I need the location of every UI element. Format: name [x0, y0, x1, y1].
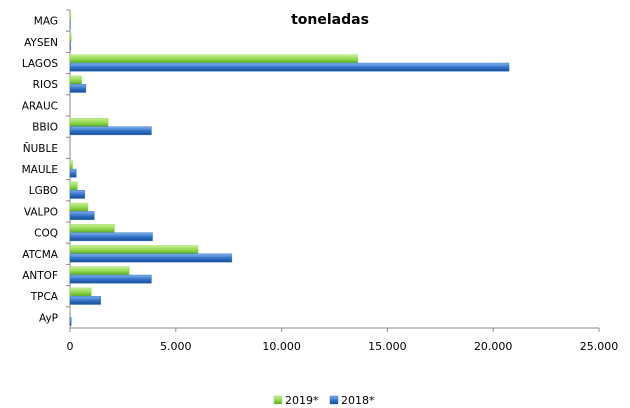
x-tick-label: 25.000	[580, 340, 619, 353]
bars	[70, 12, 509, 325]
category-label: ANTOF	[22, 270, 58, 282]
category-label: LGBO	[29, 185, 58, 197]
category-label: ÑUBLE	[23, 142, 58, 155]
bar-2019-RIOS	[70, 76, 82, 84]
bar-2019-ANTOF	[70, 267, 129, 275]
category-label: COQ	[34, 228, 58, 240]
x-tick-label: 0	[67, 340, 74, 353]
bar-2019-VALPO	[70, 203, 88, 211]
bar-2019-MAULE	[70, 161, 73, 169]
legend-label: 2018*	[341, 394, 375, 407]
x-tick-label: 20.000	[474, 340, 513, 353]
legend-swatch	[330, 396, 338, 404]
bar-2018-ATCMA	[70, 254, 232, 262]
legend-swatch	[274, 396, 282, 404]
bar-2018-ANTOF	[70, 275, 151, 283]
bar-2018-AYSEN	[70, 42, 71, 50]
category-label: RIOS	[33, 79, 59, 91]
category-label: ARAUC	[22, 100, 58, 112]
bar-2019-AYSEN	[70, 34, 71, 42]
bar-2018-VALPO	[70, 211, 94, 219]
x-tick-label: 5.000	[160, 340, 192, 353]
bar-2019-LAGOS	[70, 55, 358, 63]
bar-2018-BBIO	[70, 127, 151, 135]
bar-2018-TPCA	[70, 296, 101, 304]
bar-2019-LGBO	[70, 182, 77, 190]
bar-2018-LGBO	[70, 190, 85, 198]
x-axis-ticks: 0 5.000 10.000 15.000 20.000 25.000	[67, 328, 619, 353]
x-tick-label: 15.000	[368, 340, 407, 353]
chart-title: toneladas	[291, 12, 369, 28]
bar-2019-TPCA	[70, 288, 91, 296]
legend: 2019* 2018*	[274, 394, 375, 407]
bar-2018-COQ	[70, 233, 153, 241]
category-label: VALPO	[24, 206, 58, 218]
bar-2018-LAGOS	[70, 63, 509, 71]
category-label: TPCA	[30, 291, 59, 303]
bar-2019-MAG	[70, 12, 71, 20]
bar-2019-ATCMA	[70, 246, 198, 254]
y-axis-categories: MAG AYSEN LAGOS RIOS ARAUC BBIO ÑUBLE MAULE LGBO…	[22, 10, 70, 324]
category-label: AyP	[39, 312, 58, 324]
legend-label: 2019*	[285, 394, 319, 407]
category-label: MAULE	[22, 164, 58, 176]
category-label: AYSEN	[24, 37, 58, 49]
bar-2018-AyP	[70, 317, 71, 325]
category-label: MAG	[34, 16, 58, 28]
category-label: LAGOS	[22, 58, 58, 70]
category-label: ATCMA	[22, 249, 59, 261]
category-label: BBIO	[32, 122, 58, 134]
bar-2018-RIOS	[70, 84, 86, 92]
bar-2018-MAULE	[70, 169, 76, 177]
bar-2019-COQ	[70, 224, 114, 232]
bar-2019-BBIO	[70, 118, 108, 126]
x-tick-label: 10.000	[262, 340, 301, 353]
